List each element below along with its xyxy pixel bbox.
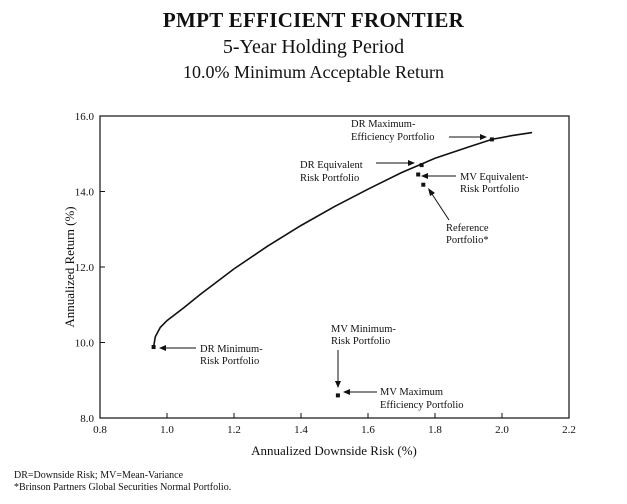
annot-ref-line2: Portfolio*	[446, 235, 489, 246]
footnote-abbreviations: DR=Downside Risk; MV=Mean-Variance	[14, 470, 184, 481]
x-tick-label: 1.0	[160, 424, 174, 436]
annot-dr-eq-line1: DR Equivalent	[300, 160, 363, 171]
x-tick-label: 1.4	[294, 424, 308, 436]
x-tick-label: 0.8	[93, 424, 107, 436]
chart-subtitle-holding-period: 5-Year Holding Period	[222, 36, 405, 58]
arrowhead-mv-maxeff	[343, 389, 350, 395]
point-dr-maximum-efficiency-portfolio	[489, 137, 494, 142]
arrowhead-mv-eq	[421, 173, 428, 179]
x-axis-title: Annualized Downside Risk (%)	[251, 443, 417, 458]
annot-mv-maxeff-line1: MV Maximum	[380, 387, 443, 398]
point-dr-equivalent-risk-portfolio	[419, 163, 424, 168]
x-tick-label: 1.2	[227, 424, 241, 436]
annot-mv-maxeff-line2: Efficiency Portfolio	[380, 400, 464, 411]
x-tick-label: 1.6	[361, 424, 375, 436]
point-dr-minimum-risk-portfolio	[151, 345, 156, 349]
chart-title: PMPT EFFICIENT FRONTIER	[162, 8, 465, 32]
arrowhead-dr-min	[159, 345, 166, 351]
y-axis-ticks: 8.0 10.0 12.0 14.0 16.0	[75, 111, 105, 425]
point-reference-portfolio	[421, 182, 426, 187]
arrow-ref	[429, 190, 450, 221]
arrowhead-ref	[428, 188, 435, 196]
x-axis-ticks: 0.8 1.0 1.2 1.4 1.6 1.8 2.0 2.2	[93, 413, 576, 436]
point-mv-maximum-efficiency-portfolio	[335, 393, 340, 398]
annot-mv-min-line2: Risk Portfolio	[331, 336, 390, 347]
annot-mv-eq-line2: Risk Portfolio	[460, 184, 519, 195]
y-tick-label: 10.0	[75, 338, 95, 350]
arrowhead-dr-eq	[408, 160, 415, 166]
y-tick-label: 8.0	[80, 413, 94, 425]
annot-dr-eq-line2: Risk Portfolio	[300, 173, 359, 184]
point-mv-equivalent-risk-portfolio	[416, 172, 421, 177]
chart-subtitle-minimum-return: 10.0% Minimum Acceptable Return	[183, 62, 444, 82]
y-tick-label: 16.0	[75, 111, 95, 123]
efficient-frontier-line	[152, 131, 533, 348]
y-tick-label: 12.0	[75, 262, 95, 274]
arrowhead-mv-min	[335, 381, 341, 388]
footnote-reference-portfolio: *Brinson Partners Global Securities Norm…	[14, 482, 232, 493]
annot-mv-eq-line1: MV Equivalent-	[460, 172, 529, 183]
annot-dr-max-line2: Efficiency Portfolio	[351, 132, 435, 143]
annot-ref-line1: Reference	[446, 223, 489, 234]
annot-dr-min-line1: DR Minimum-	[200, 344, 263, 355]
x-tick-label: 2.0	[495, 424, 509, 436]
portfolio-points	[151, 137, 494, 398]
x-tick-label: 2.2	[562, 424, 576, 436]
arrowhead-dr-max	[480, 134, 487, 140]
x-tick-label: 1.8	[428, 424, 442, 436]
y-tick-label: 14.0	[75, 187, 95, 199]
annot-mv-min-line1: MV Minimum-	[331, 324, 396, 335]
y-axis-title: Annualized Return (%)	[62, 206, 77, 327]
annot-dr-max-line1: DR Maximum-	[351, 119, 416, 130]
annot-dr-min-line2: Risk Portfolio	[200, 356, 259, 367]
